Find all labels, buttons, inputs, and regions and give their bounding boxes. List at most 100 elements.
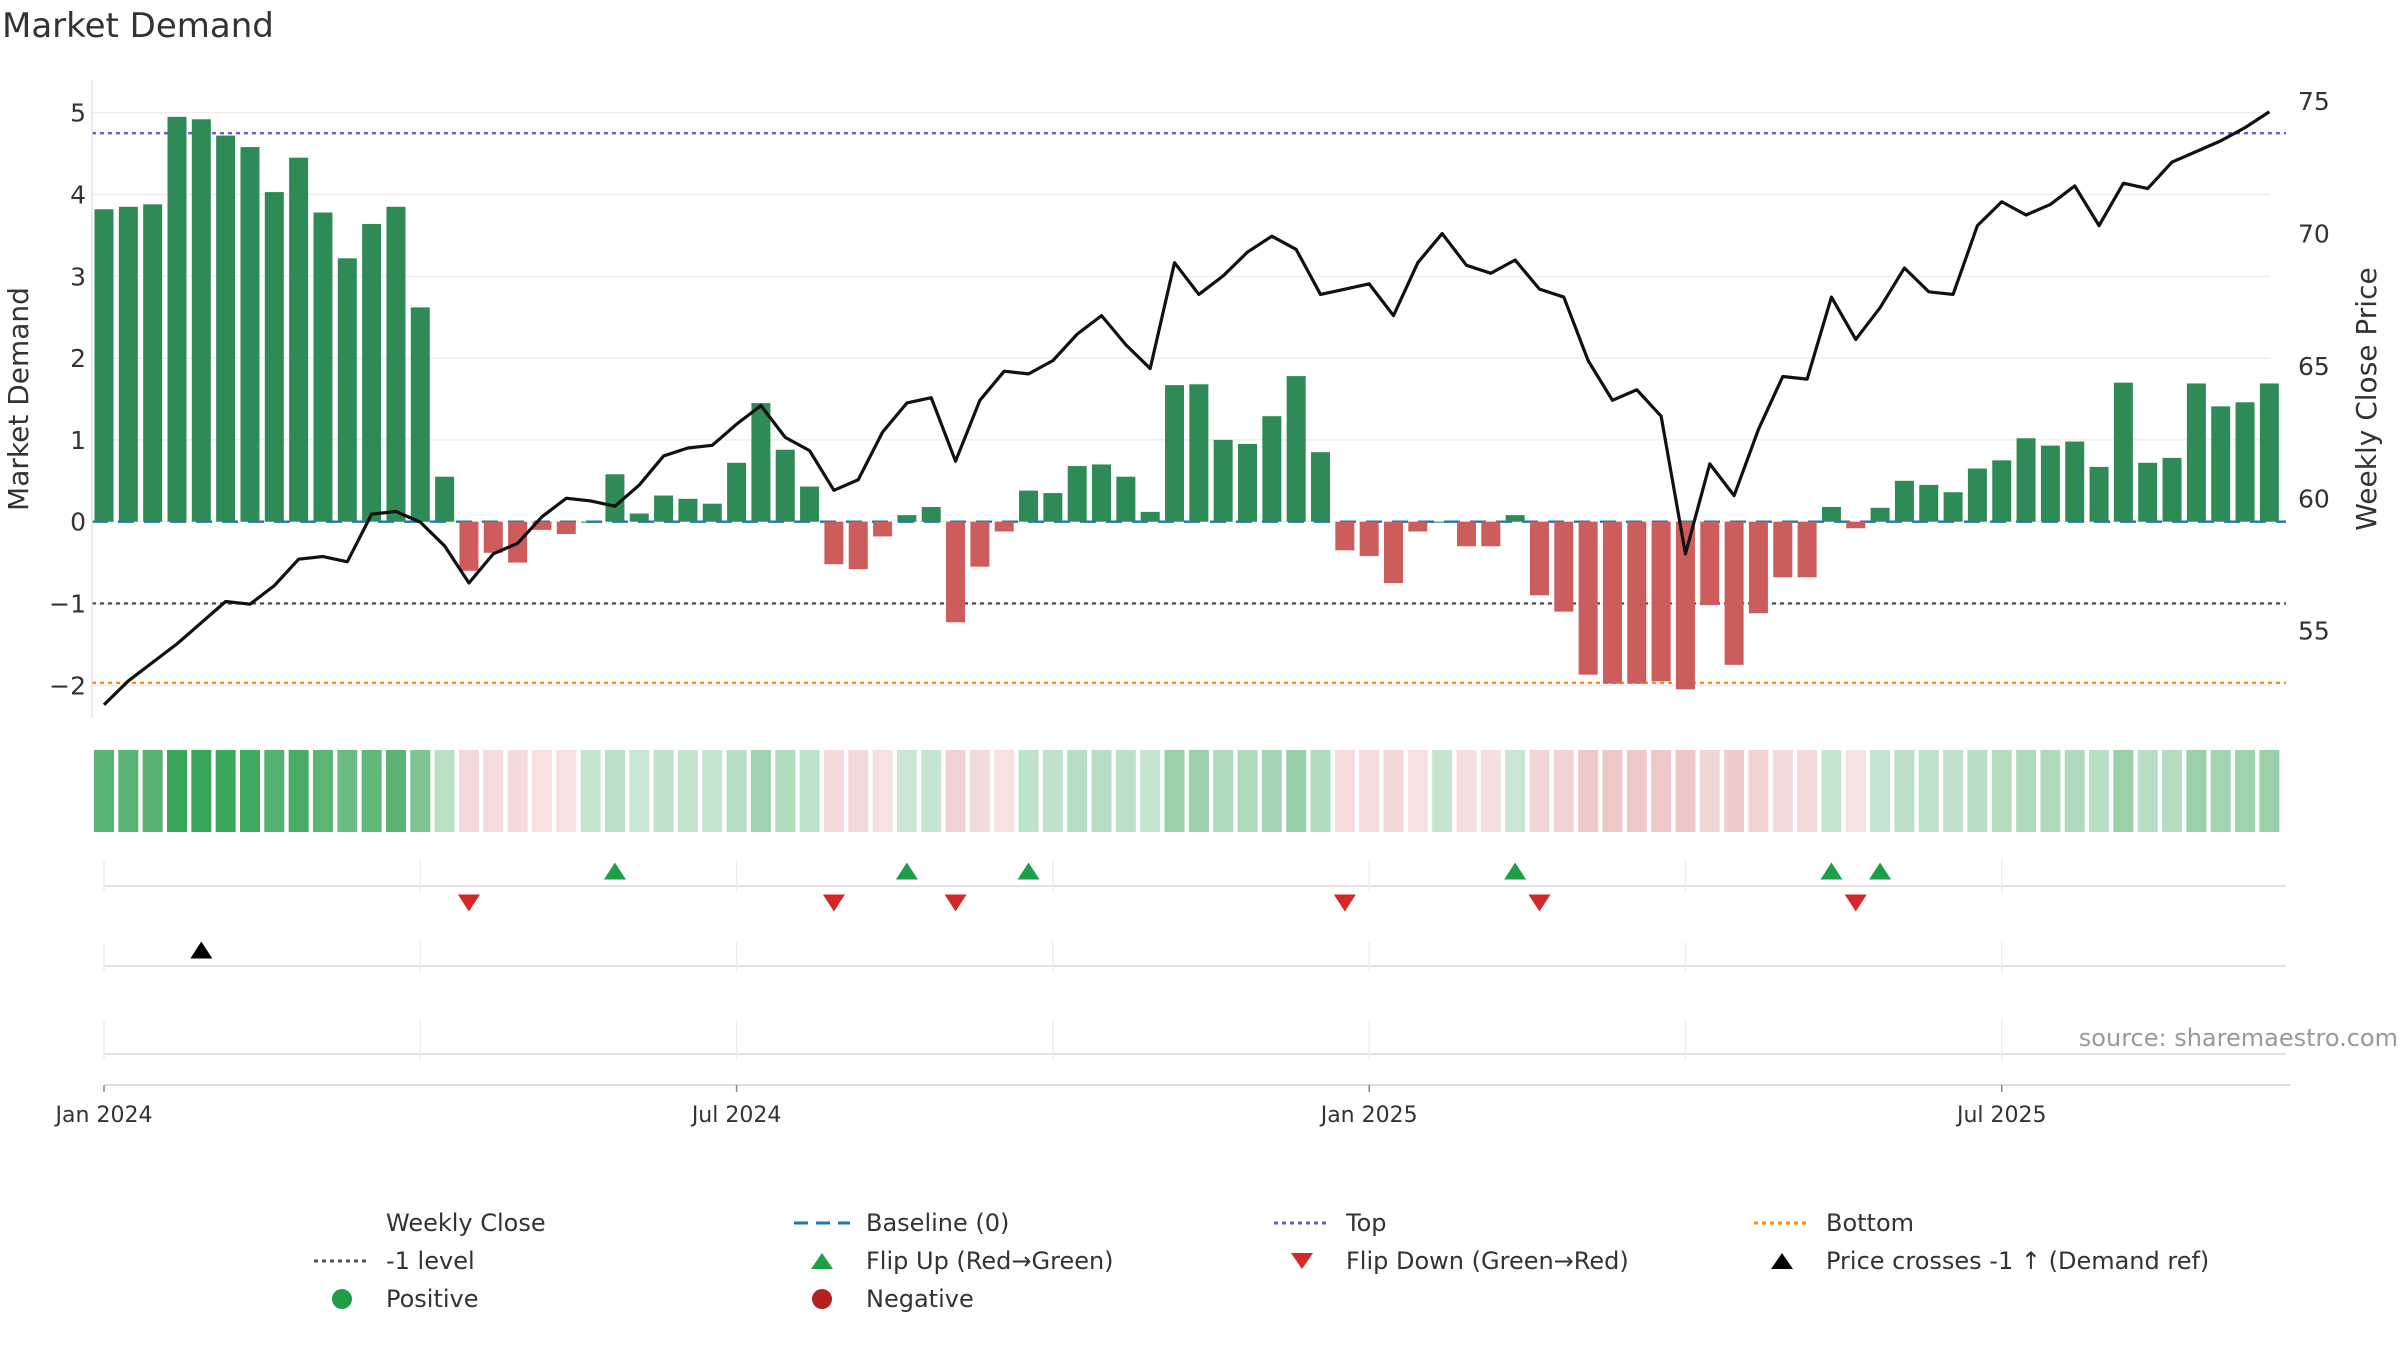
legend-circle (332, 1289, 352, 1309)
demand-bar (264, 192, 284, 522)
demand-bar (1043, 493, 1063, 522)
demand-bar (800, 486, 820, 522)
legend-symbol (1754, 1221, 1810, 1225)
demand-bar (775, 449, 795, 522)
flip-down-marker (822, 894, 845, 912)
demand-bar (1554, 521, 1574, 612)
strip-cell (2113, 750, 2134, 832)
strip-cell (1651, 750, 1672, 832)
x-tick-label: Jul 2025 (1955, 1103, 2047, 1128)
demand-bar (289, 157, 309, 522)
strip-cell (702, 750, 723, 832)
strip-cell (2040, 750, 2061, 832)
strip-cell (2210, 750, 2231, 832)
legend-triangle-up (811, 1253, 833, 1269)
y-right-tick-label: 65 (2298, 352, 2330, 381)
strip-cell (118, 750, 139, 832)
strip-cell (750, 750, 771, 832)
demand-bar (337, 258, 357, 522)
strip-cell (1602, 750, 1623, 832)
demand-bar (702, 503, 722, 522)
demand-bar (1140, 511, 1160, 522)
y-left-tick-label: 4 (70, 181, 86, 210)
legend-label: Bottom (1826, 1209, 1915, 1237)
strip-cell (2137, 750, 2158, 832)
strip-cell (848, 750, 869, 832)
legend-item-flip_down: Flip Down (Green→Red) (1270, 1243, 1629, 1279)
legend-label: Top (1346, 1209, 1387, 1237)
strip-cell (2235, 750, 2256, 832)
strip-cell (458, 750, 479, 832)
demand-bar (1724, 521, 1744, 665)
demand-bar (1165, 385, 1185, 522)
strip-cell (2186, 750, 2207, 832)
strip-cell (361, 750, 382, 832)
strip-cell (1845, 750, 1866, 832)
demand-bar (1481, 521, 1501, 547)
flip-down-marker (1333, 894, 1356, 912)
strip-cell (434, 750, 455, 832)
y-right-tick-label: 55 (2298, 617, 2330, 646)
legend-label: Positive (386, 1285, 479, 1313)
demand-bar (1432, 521, 1452, 523)
demand-bar (1821, 506, 1841, 522)
strip-cell (288, 750, 309, 832)
y-right-label: Weekly Close Price (2350, 267, 2383, 530)
strip-cell (1724, 750, 1745, 832)
demand-bar (1651, 521, 1671, 682)
strip-cell (1091, 750, 1112, 832)
strip-cell (1553, 750, 1574, 832)
strip-cell (1213, 750, 1234, 832)
demand-bar (654, 495, 674, 522)
demand-bar (1092, 464, 1112, 522)
demand-bar (970, 521, 990, 567)
demand-bar (897, 515, 917, 522)
legend-symbol (314, 1259, 370, 1263)
demand-bar (629, 513, 649, 522)
demand-bar (191, 119, 211, 522)
strip-cell (1067, 750, 1088, 832)
strip-cell (1383, 750, 1404, 832)
demand-bar (1967, 468, 1987, 522)
demand-bar (386, 206, 406, 522)
price-cross-marker (190, 941, 213, 959)
demand-bar (1067, 466, 1087, 522)
demand-bar (240, 147, 260, 522)
legend-symbol (1291, 1253, 1313, 1269)
demand-bar (1773, 521, 1793, 578)
y-right-tick-label: 60 (2298, 484, 2330, 513)
legend-item-top: Top (1270, 1205, 1387, 1241)
demand-bar (1919, 484, 1939, 522)
strip-cell (1407, 750, 1428, 832)
strip-cell (1480, 750, 1501, 832)
strip-cell (921, 750, 942, 832)
strip-cell (531, 750, 552, 832)
strip-cell (604, 750, 625, 832)
y-left-tick-label: −2 (49, 671, 86, 700)
demand-bar (435, 476, 455, 522)
strip-cell (239, 750, 260, 832)
demand-bar (483, 521, 503, 553)
strip-cell (969, 750, 990, 832)
legend-triangle-up (1771, 1253, 1793, 1269)
demand-bar (1992, 460, 2012, 522)
strip-cell (1772, 750, 1793, 832)
demand-bar (727, 462, 747, 522)
flip-down-marker (457, 894, 480, 912)
strip-cell (1748, 750, 1769, 832)
demand-bar (1408, 521, 1428, 532)
demand-bar (1019, 490, 1039, 522)
strip-cell (1505, 750, 1526, 832)
demand-bar (94, 209, 114, 522)
demand-bar (1359, 521, 1379, 557)
legend-item-minus_one: -1 level (310, 1243, 475, 1279)
strip-cell (410, 750, 431, 832)
legend-item-flip_up: Flip Up (Red→Green) (790, 1243, 1114, 1279)
legend-label: Baseline (0) (866, 1209, 1010, 1237)
strip-cell (142, 750, 163, 832)
demand-bar (410, 307, 430, 522)
demand-bar (1213, 439, 1233, 522)
strip-cell (556, 750, 577, 832)
x-tick-label: Jul 2024 (690, 1103, 782, 1128)
